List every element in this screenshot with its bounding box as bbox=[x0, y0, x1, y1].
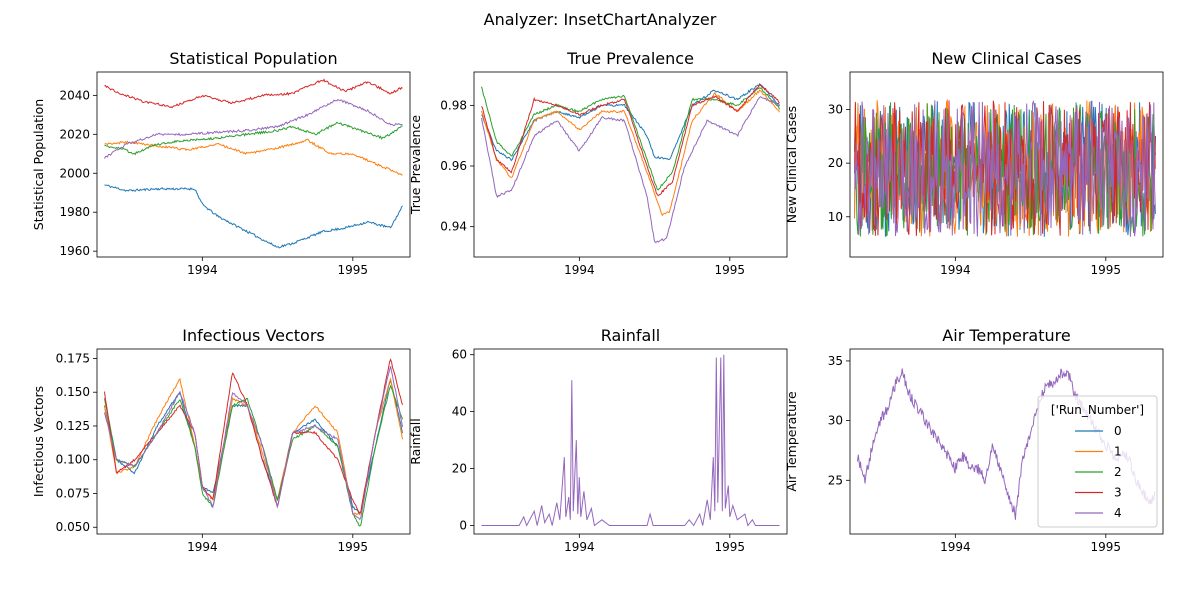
x-tick-label: 1995 bbox=[715, 263, 746, 277]
series-line-4 bbox=[104, 366, 403, 521]
y-tick-label: 35 bbox=[828, 354, 843, 368]
y-tick-label: 0.050 bbox=[56, 520, 90, 534]
y-tick-label: 0.100 bbox=[56, 453, 90, 467]
y-tick-label: 20 bbox=[828, 156, 843, 170]
y-tick-label: 0.94 bbox=[440, 220, 467, 234]
panel-title: Infectious Vectors bbox=[182, 326, 325, 345]
plot-frame bbox=[96, 71, 411, 258]
panel-5: Rainfall Rainfall 1994 1995 0 20 40 60 bbox=[408, 326, 788, 554]
y-tick-label: 30 bbox=[828, 103, 843, 117]
series-line-4 bbox=[104, 98, 403, 159]
panel-title: Air Temperature bbox=[942, 326, 1070, 345]
y-tick-label: 0.98 bbox=[440, 98, 467, 112]
panel-1: Statistical Population Statistical Popula… bbox=[31, 49, 411, 277]
plot-frame bbox=[849, 348, 1164, 535]
x-tick-label: 1995 bbox=[1091, 263, 1122, 277]
panel-title: New Clinical Cases bbox=[931, 49, 1081, 68]
series-line-1 bbox=[854, 98, 1156, 237]
y-tick-label: 0 bbox=[459, 518, 467, 532]
y-tick-label: 1960 bbox=[59, 244, 90, 258]
y-tick-label: 30 bbox=[828, 414, 843, 428]
x-tick-label: 1995 bbox=[715, 540, 746, 554]
panel-title: Rainfall bbox=[601, 326, 660, 345]
x-tick-label: 1994 bbox=[564, 540, 595, 554]
y-axis-label: Infectious Vectors bbox=[31, 386, 46, 497]
y-tick-label: 2000 bbox=[59, 166, 90, 180]
series-line-3 bbox=[104, 78, 403, 109]
y-tick-label: 0.075 bbox=[56, 486, 90, 500]
legend: ['Run_Number'] 0 1 2 3 4 bbox=[1037, 395, 1158, 528]
series-lines bbox=[854, 98, 1156, 237]
y-tick-label: 2040 bbox=[59, 88, 90, 102]
series-lines bbox=[481, 83, 780, 243]
y-tick-label: 60 bbox=[452, 348, 467, 362]
series-line-4 bbox=[481, 96, 780, 243]
plot-frame bbox=[473, 71, 788, 258]
y-tick-label: 0.96 bbox=[440, 159, 467, 173]
x-tick-label: 1994 bbox=[187, 263, 218, 277]
series-line-4 bbox=[854, 99, 1156, 237]
x-tick-label: 1995 bbox=[338, 263, 369, 277]
x-tick-label: 1994 bbox=[940, 540, 971, 554]
legend-label-1: 1 bbox=[1114, 445, 1122, 459]
y-tick-label: 20 bbox=[452, 462, 467, 476]
series-lines bbox=[104, 78, 403, 249]
legend-label-0: 0 bbox=[1114, 424, 1122, 438]
series-line-3 bbox=[481, 83, 780, 197]
series-line-2 bbox=[104, 121, 403, 156]
x-tick-label: 1995 bbox=[1091, 540, 1122, 554]
y-tick-label: 40 bbox=[452, 405, 467, 419]
y-axis-label: Air Temperature bbox=[784, 391, 799, 492]
panel-6: Air Temperature Air Temperature 1994 1995 25… bbox=[784, 326, 1164, 554]
y-tick-label: 1980 bbox=[59, 205, 90, 219]
y-tick-label: 0.125 bbox=[56, 419, 90, 433]
series-lines bbox=[481, 354, 780, 527]
legend-label-3: 3 bbox=[1114, 486, 1122, 500]
series-line-0 bbox=[104, 184, 403, 249]
panels: Statistical Population Statistical Popula… bbox=[31, 49, 1164, 554]
series-lines bbox=[104, 358, 403, 527]
y-axis-label: New Clinical Cases bbox=[784, 106, 799, 223]
plot-frame bbox=[849, 71, 1164, 258]
legend-title: ['Run_Number'] bbox=[1051, 403, 1144, 417]
y-tick-label: 2020 bbox=[59, 127, 90, 141]
panel-title: Statistical Population bbox=[169, 49, 337, 68]
panel-2: True Prevalence True Prevalence 1994 1995 0.… bbox=[408, 49, 788, 277]
y-tick-label: 0.150 bbox=[56, 385, 90, 399]
y-axis-label: Statistical Population bbox=[31, 99, 46, 230]
legend-box bbox=[1037, 395, 1158, 528]
y-axis-label: Rainfall bbox=[408, 418, 423, 464]
series-line-1 bbox=[104, 138, 403, 176]
x-tick-label: 1995 bbox=[338, 540, 369, 554]
series-line-2 bbox=[481, 86, 780, 191]
x-tick-label: 1994 bbox=[940, 263, 971, 277]
plot-frame bbox=[96, 348, 411, 535]
y-tick-label: 10 bbox=[828, 210, 843, 224]
legend-label-2: 2 bbox=[1114, 465, 1122, 479]
figure-suptitle: Analyzer: InsetChartAnalyzer bbox=[484, 10, 717, 29]
x-tick-label: 1994 bbox=[187, 540, 218, 554]
panel-3: New Clinical Cases New Clinical Cases 1994… bbox=[784, 49, 1164, 277]
x-tick-label: 1994 bbox=[564, 263, 595, 277]
legend-label-4: 4 bbox=[1114, 506, 1122, 520]
y-tick-label: 0.175 bbox=[56, 351, 90, 365]
panel-title: True Prevalence bbox=[566, 49, 694, 68]
panel-4: Infectious Vectors Infectious Vectors 1994… bbox=[31, 326, 411, 554]
y-tick-label: 25 bbox=[828, 473, 843, 487]
y-axis-label: True Prevalence bbox=[408, 115, 423, 215]
plot-frame bbox=[473, 348, 788, 535]
series-line-4 bbox=[481, 354, 780, 527]
